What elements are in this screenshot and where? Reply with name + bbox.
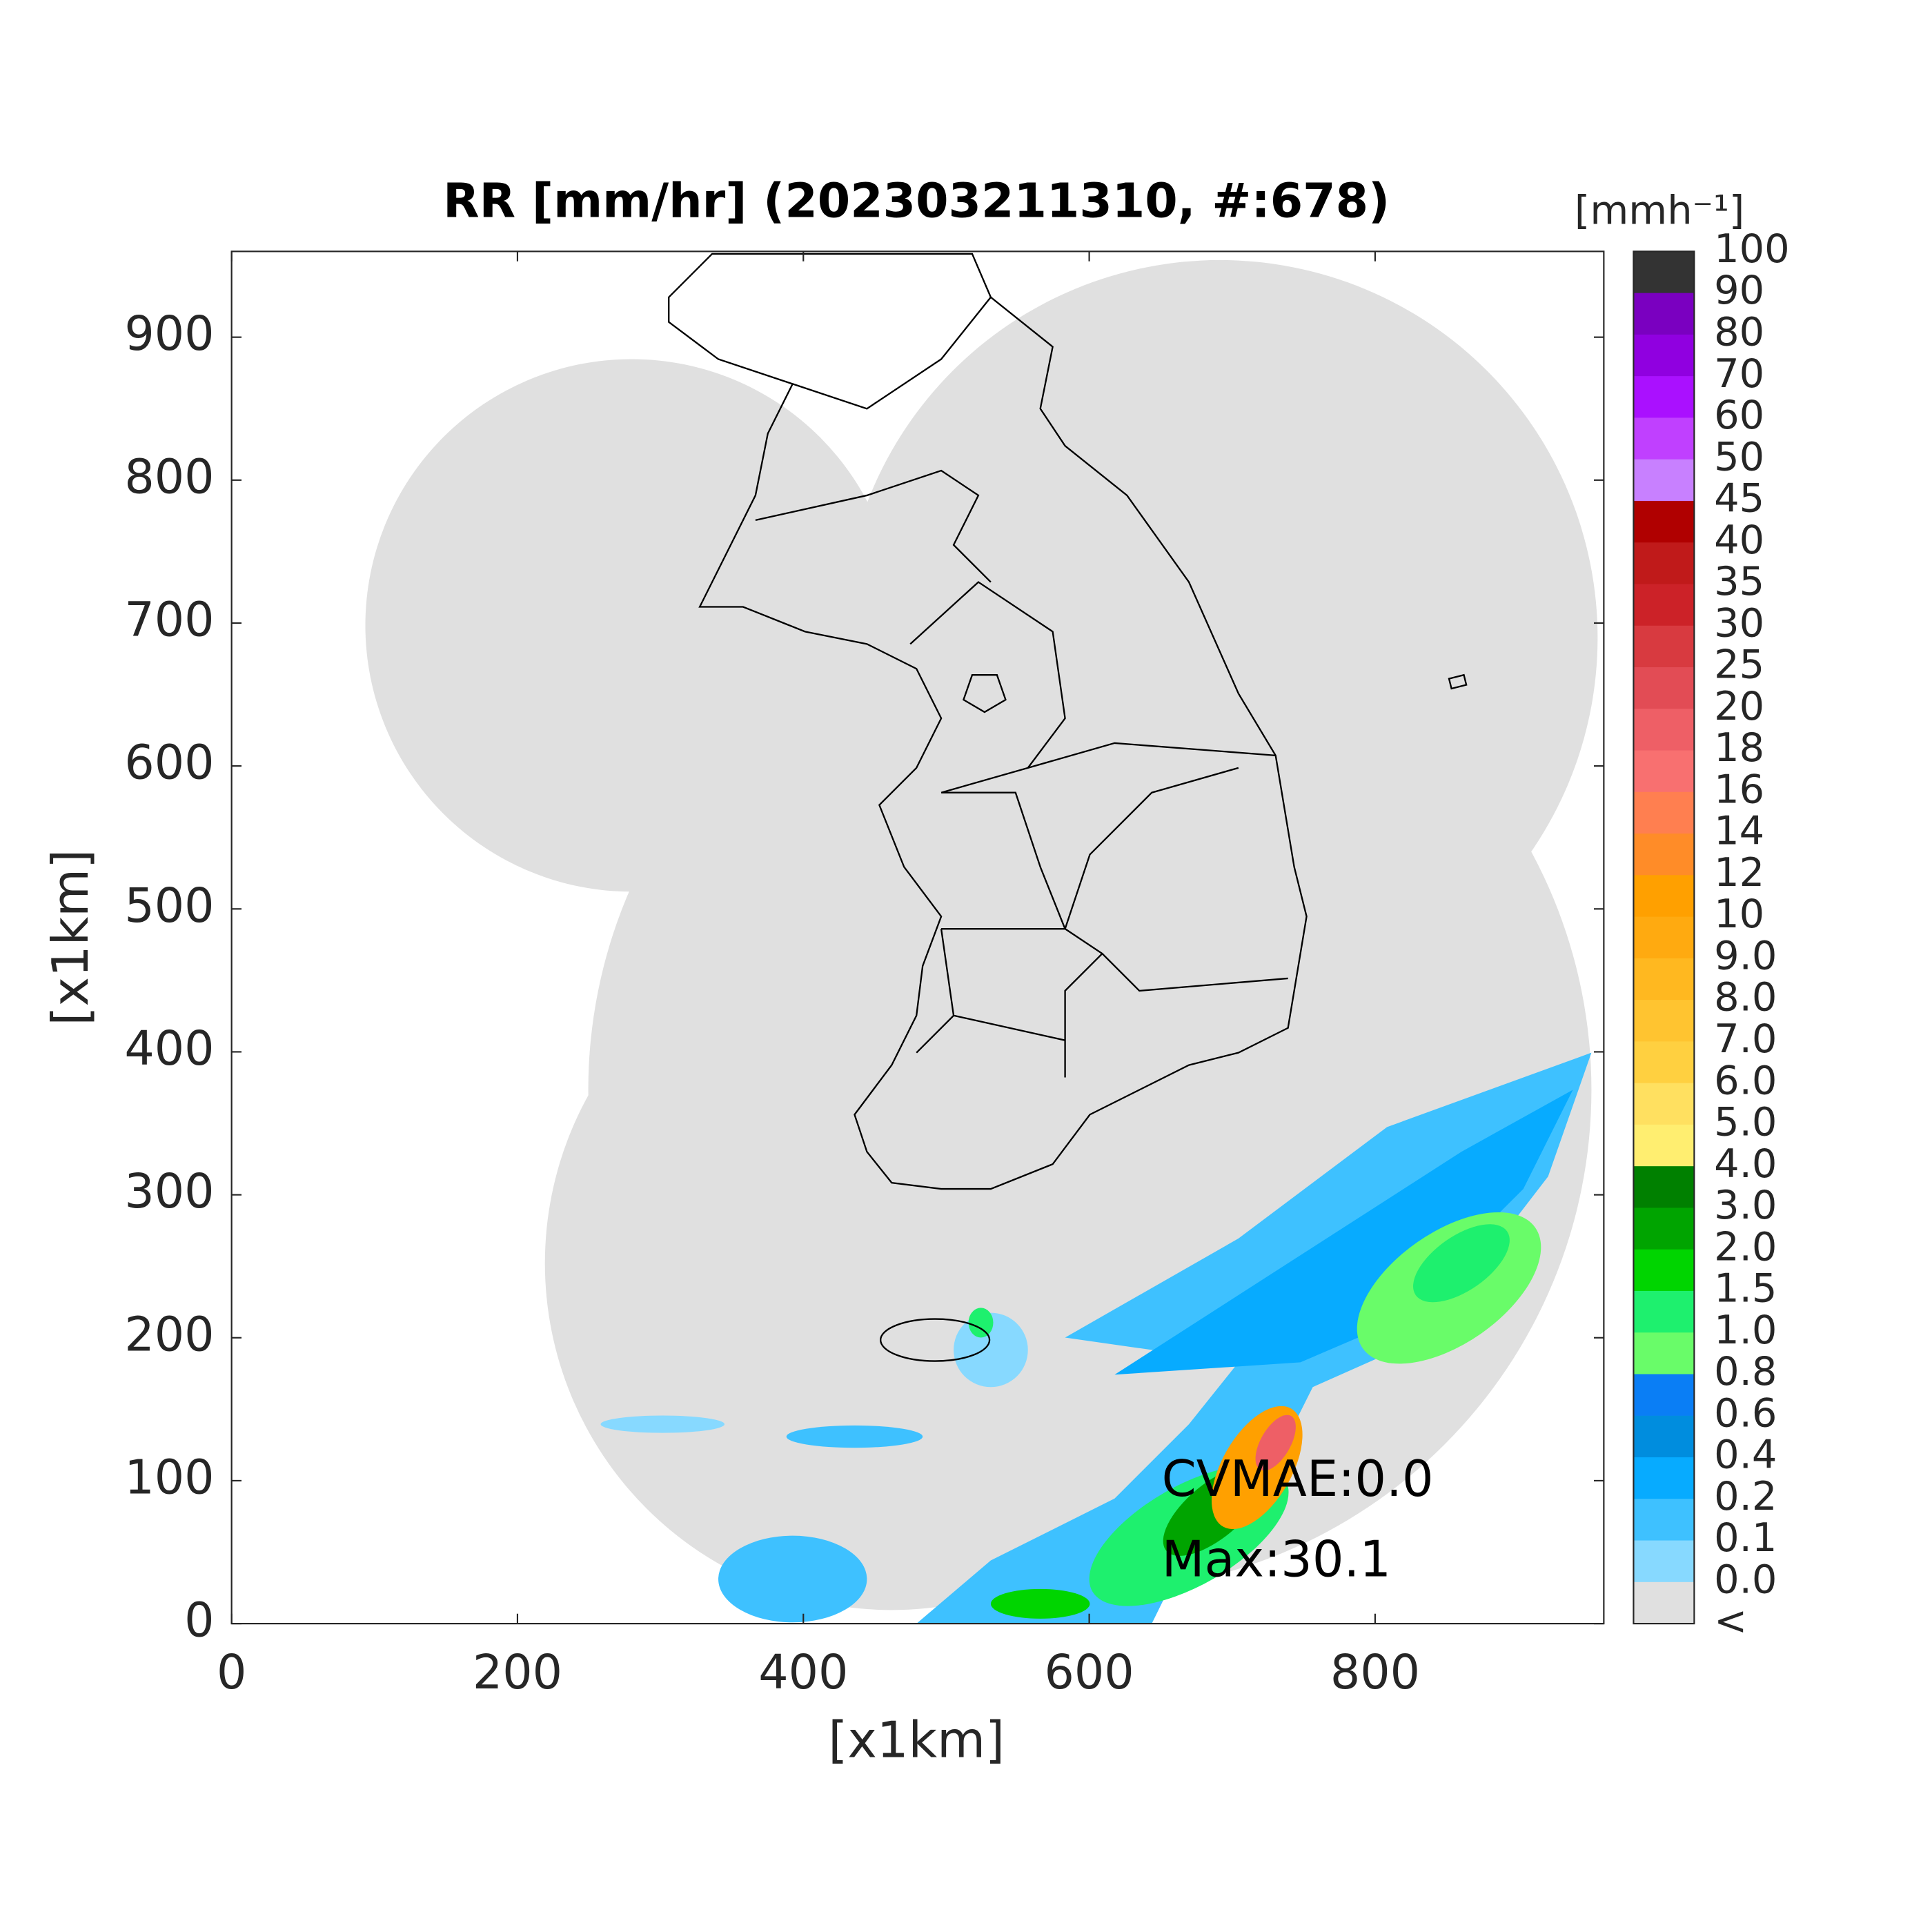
colorbar-label: 40 (1714, 517, 1764, 563)
colorbar-segment (1633, 1581, 1695, 1624)
colorbar-segment (1633, 1124, 1695, 1167)
colorbar-segment (1633, 958, 1695, 1001)
y-tick-label: 700 (124, 593, 214, 648)
rain-echo (600, 1052, 1592, 1624)
colorbar-label: 0.2 (1714, 1473, 1777, 1519)
colorbar-label: 0.1 (1714, 1515, 1777, 1561)
y-axis-label: [x1km] (41, 849, 99, 1026)
x-tick-label: 800 (1330, 1646, 1420, 1700)
colorbar-segment (1633, 417, 1695, 460)
colorbar-label: 1.0 (1714, 1307, 1777, 1353)
colorbar-label: 6.0 (1714, 1057, 1777, 1103)
colorbar-label: 0.0 (1714, 1556, 1777, 1602)
colorbar-segment (1633, 1457, 1695, 1500)
colorbar-segment (1633, 251, 1695, 294)
colorbar-segment (1633, 1041, 1695, 1084)
x-tick-label: 200 (473, 1646, 562, 1700)
y-tick-label: 900 (124, 307, 214, 362)
colorbar-segment (1633, 1000, 1695, 1043)
colorbar-label: 90 (1714, 267, 1764, 313)
x-axis-label: [x1km] (828, 1711, 1005, 1769)
colorbar-label: 20 (1714, 683, 1764, 729)
colorbar-label: 60 (1714, 392, 1764, 438)
colorbar-label: 100 (1714, 226, 1790, 272)
annotation: Max:30.1 (1162, 1530, 1391, 1588)
colorbar-label: 3.0 (1714, 1182, 1777, 1228)
colorbar-label: 0.8 (1714, 1348, 1777, 1394)
annotation: CVMAE:0.0 (1162, 1450, 1434, 1508)
colorbar-segment (1633, 916, 1695, 959)
colorbar-label: < (1714, 1598, 1747, 1644)
colorbar-segment (1633, 500, 1695, 544)
y-tick-label: 600 (124, 736, 214, 791)
colorbar-label: 0.4 (1714, 1432, 1777, 1478)
colorbar-segment (1633, 791, 1695, 834)
colorbar-segment (1633, 1290, 1695, 1334)
y-tick-label: 800 (124, 450, 214, 504)
colorbar-label: 2.0 (1714, 1223, 1777, 1270)
colorbar-label: 45 (1714, 475, 1764, 522)
x-tick-label: 600 (1045, 1646, 1134, 1700)
coastline (668, 253, 1468, 1362)
colorbar-label: 14 (1714, 808, 1764, 854)
colorbar-label: 8.0 (1714, 974, 1777, 1021)
radar-coverage (365, 253, 1598, 1624)
colorbar-segment (1633, 750, 1695, 793)
colorbar-segment (1633, 459, 1695, 502)
colorbar-label: 0.6 (1714, 1390, 1777, 1436)
colorbar-segment (1633, 584, 1695, 627)
colorbar-segment (1633, 1208, 1695, 1250)
colorbar-label: 10 (1714, 891, 1764, 937)
colorbar-label: 25 (1714, 642, 1764, 688)
colorbar-label: 7.0 (1714, 1016, 1777, 1062)
y-tick-label: 0 (184, 1594, 214, 1648)
colorbar-label: 16 (1714, 766, 1764, 812)
colorbar-segment (1633, 293, 1695, 335)
y-tick-label: 400 (124, 1022, 214, 1076)
colorbar-segment (1633, 376, 1695, 419)
colorbar-segment (1633, 1415, 1695, 1458)
colorbar-label: 30 (1714, 600, 1764, 646)
colorbar-label: 80 (1714, 309, 1764, 355)
colorbar-label: 4.0 (1714, 1141, 1777, 1187)
colorbar-segment (1633, 667, 1695, 710)
colorbar-label: 12 (1714, 849, 1764, 896)
colorbar-segment (1633, 709, 1695, 751)
chart-title: RR [mm/hr] (202303211310, #:678) (443, 175, 1390, 229)
colorbar-segment (1633, 334, 1695, 377)
colorbar-label: 5.0 (1714, 1099, 1777, 1145)
y-tick-label: 200 (124, 1308, 214, 1362)
colorbar-segment (1633, 542, 1695, 585)
colorbar-label: 18 (1714, 724, 1764, 771)
plot-frame (230, 250, 1605, 1625)
colorbar-segment (1633, 1540, 1695, 1583)
x-tick-label: 0 (217, 1646, 246, 1700)
colorbar-segment (1633, 1374, 1695, 1417)
colorbar-segment (1633, 834, 1695, 876)
colorbar-label: 50 (1714, 433, 1764, 480)
colorbar-label: 1.5 (1714, 1265, 1777, 1312)
y-tick-label: 100 (124, 1450, 214, 1505)
colorbar-segment (1633, 1332, 1695, 1375)
colorbar-segment (1633, 625, 1695, 668)
y-tick-label: 500 (124, 879, 214, 934)
colorbar-title: [mmh⁻¹] (1575, 187, 1744, 233)
colorbar-segment (1633, 1249, 1695, 1292)
colorbar-label: 70 (1714, 351, 1764, 397)
colorbar-segment (1633, 1166, 1695, 1209)
colorbar-segment (1633, 1499, 1695, 1541)
colorbar-label: 9.0 (1714, 932, 1777, 978)
x-tick-label: 400 (758, 1646, 848, 1700)
colorbar-segment (1633, 1083, 1695, 1125)
y-tick-label: 300 (124, 1165, 214, 1219)
colorbar-label: 35 (1714, 558, 1764, 604)
colorbar-frame (1633, 250, 1695, 1625)
colorbar-segment (1633, 875, 1695, 918)
